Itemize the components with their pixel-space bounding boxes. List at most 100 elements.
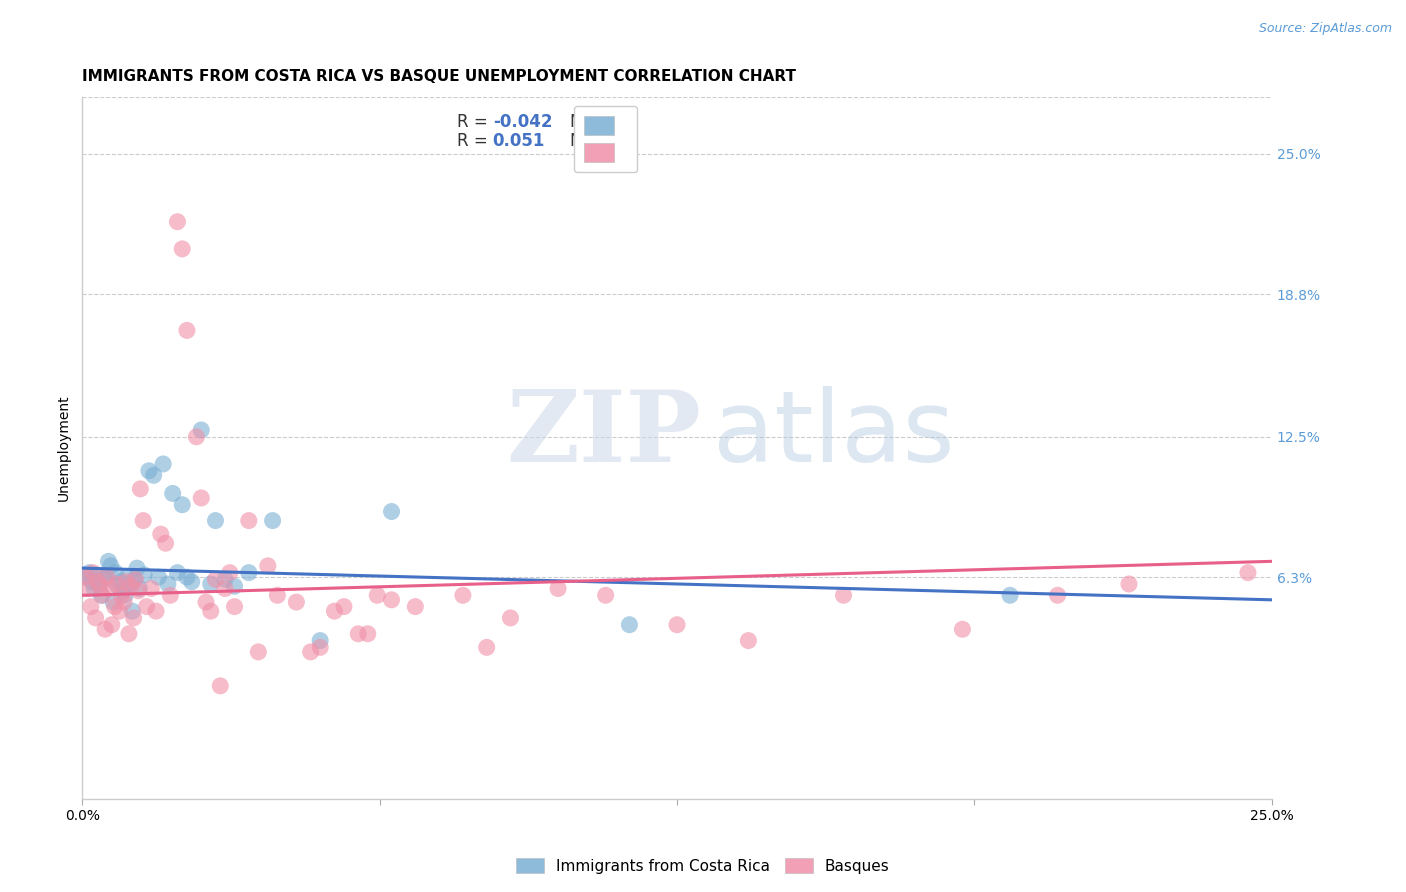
Point — [80, 574, 103, 589]
Point — [90, 588, 112, 602]
Point — [145, 604, 167, 618]
Point — [77, 582, 100, 596]
Point — [162, 486, 184, 500]
Point — [141, 582, 163, 596]
Point — [101, 617, 124, 632]
Point — [96, 570, 118, 584]
Text: -0.042: -0.042 — [492, 112, 553, 131]
Point — [285, 595, 308, 609]
Point — [366, 588, 388, 602]
Point — [247, 645, 270, 659]
Point — [238, 566, 260, 580]
Legend: , : , — [574, 105, 637, 172]
Point — [87, 574, 110, 589]
Point — [80, 599, 103, 614]
Point — [619, 617, 641, 632]
Point — [204, 573, 226, 587]
Point — [118, 577, 141, 591]
Point — [404, 599, 426, 614]
Point — [121, 604, 143, 618]
Point — [166, 215, 188, 229]
Point — [97, 554, 120, 568]
Point — [118, 627, 141, 641]
Point — [176, 570, 198, 584]
Point — [547, 582, 569, 596]
Point — [132, 514, 155, 528]
Point — [299, 645, 322, 659]
Point — [166, 566, 188, 580]
Text: N =: N = — [569, 112, 607, 131]
Point — [84, 611, 107, 625]
Point — [120, 579, 142, 593]
Point — [104, 566, 127, 580]
Point — [124, 573, 146, 587]
Point — [94, 622, 117, 636]
Point — [737, 633, 759, 648]
Point — [128, 582, 150, 596]
Text: ZIP: ZIP — [506, 385, 700, 483]
Text: atlas: atlas — [713, 385, 955, 483]
Point — [135, 599, 157, 614]
Point — [190, 491, 212, 505]
Text: R =: R = — [457, 112, 494, 131]
Point — [159, 588, 181, 602]
Point — [114, 588, 136, 602]
Point — [262, 514, 284, 528]
Legend: Immigrants from Costa Rica, Basques: Immigrants from Costa Rica, Basques — [510, 852, 896, 880]
Point — [98, 582, 121, 596]
Point — [100, 558, 122, 573]
Point — [122, 611, 145, 625]
Point — [172, 242, 194, 256]
Point — [347, 627, 370, 641]
Point — [104, 599, 127, 614]
Point — [266, 588, 288, 602]
Point — [93, 573, 115, 587]
Point — [1237, 566, 1260, 580]
Point — [998, 588, 1021, 602]
Point — [357, 627, 380, 641]
Y-axis label: Unemployment: Unemployment — [58, 395, 72, 501]
Point — [138, 464, 160, 478]
Point — [83, 582, 105, 596]
Text: N =: N = — [569, 132, 607, 150]
Point — [195, 595, 218, 609]
Point — [224, 599, 246, 614]
Point — [112, 595, 135, 609]
Point — [110, 588, 132, 602]
Text: IMMIGRANTS FROM COSTA RICA VS BASQUE UNEMPLOYMENT CORRELATION CHART: IMMIGRANTS FROM COSTA RICA VS BASQUE UNE… — [83, 69, 796, 84]
Point — [256, 558, 278, 573]
Point — [218, 566, 240, 580]
Point — [87, 577, 110, 591]
Point — [91, 588, 114, 602]
Point — [152, 457, 174, 471]
Point — [333, 599, 356, 614]
Point — [204, 514, 226, 528]
Point — [214, 573, 236, 587]
Point — [82, 566, 104, 580]
Point — [156, 577, 179, 591]
Point — [149, 527, 172, 541]
Point — [176, 323, 198, 337]
Point — [134, 568, 156, 582]
Point — [451, 588, 474, 602]
Point — [186, 430, 208, 444]
Point — [380, 592, 402, 607]
Text: 0.051: 0.051 — [492, 132, 546, 150]
Text: 69: 69 — [600, 132, 623, 150]
Point — [125, 561, 148, 575]
Point — [117, 570, 139, 584]
Point — [172, 498, 194, 512]
Point — [475, 640, 498, 655]
Point — [86, 568, 108, 582]
Point — [129, 482, 152, 496]
Point — [214, 582, 236, 596]
Point — [155, 536, 177, 550]
Point — [75, 570, 97, 584]
Point — [107, 579, 129, 593]
Point — [309, 640, 332, 655]
Point — [832, 588, 855, 602]
Point — [952, 622, 974, 636]
Point — [238, 514, 260, 528]
Text: 45: 45 — [600, 112, 623, 131]
Point — [115, 574, 138, 589]
